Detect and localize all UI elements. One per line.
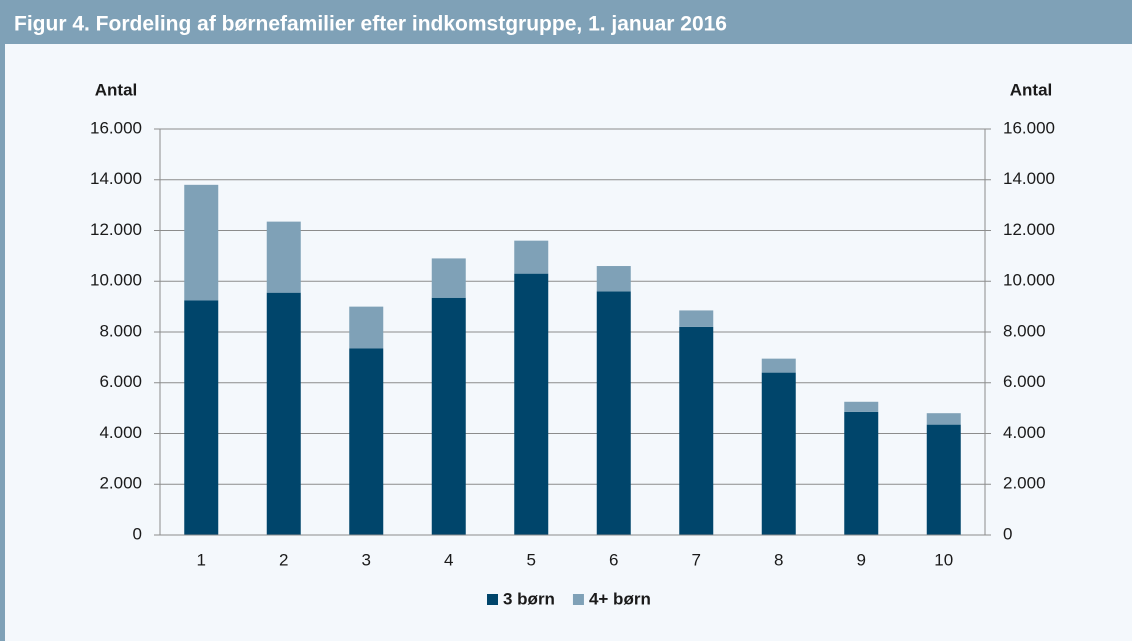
y-tick-label: 4.000 xyxy=(99,423,142,442)
x-tick-label: 3 xyxy=(362,550,371,569)
bar-segment xyxy=(926,413,961,425)
y-axis-label: Antal xyxy=(95,80,138,99)
bar-segment xyxy=(266,292,301,535)
y-tick-label: 12.000 xyxy=(90,220,142,239)
x-tick-label: 9 xyxy=(857,550,866,569)
x-tick-label: 5 xyxy=(527,550,536,569)
bar-segment xyxy=(844,411,879,535)
y2-tick-label: 16.000 xyxy=(1003,118,1055,137)
bar-segment xyxy=(514,273,549,535)
y-tick-label: 14.000 xyxy=(90,169,142,188)
legend-swatch xyxy=(572,594,584,605)
y-tick-label: 6.000 xyxy=(99,372,142,391)
bar-segment xyxy=(761,358,796,373)
bar-segment xyxy=(184,300,219,535)
y-tick-label: 8.000 xyxy=(99,321,142,340)
y-tick-label: 10.000 xyxy=(90,271,142,290)
chart-title: Figur 4. Fordeling af børnefamilier efte… xyxy=(14,13,727,36)
title-banner xyxy=(0,0,1132,44)
bar-segment xyxy=(679,310,714,327)
bar-segment xyxy=(514,240,549,274)
bar-segment xyxy=(184,184,219,301)
y-tick-label: 16.000 xyxy=(90,118,142,137)
bar-segment xyxy=(926,424,961,535)
x-tick-label: 10 xyxy=(934,550,953,569)
bar-segment xyxy=(266,221,301,293)
x-tick-label: 8 xyxy=(774,550,783,569)
bar-segment xyxy=(431,297,466,535)
y2-tick-label: 10.000 xyxy=(1003,271,1055,290)
bar-segment xyxy=(844,401,879,412)
bar-segment xyxy=(679,326,714,535)
x-tick-label: 6 xyxy=(609,550,618,569)
y2-tick-label: 8.000 xyxy=(1003,321,1046,340)
x-tick-label: 4 xyxy=(444,550,453,569)
bar-segment xyxy=(596,266,631,292)
legend-label: 3 børn xyxy=(503,589,555,608)
bar-segment xyxy=(349,348,384,535)
y2-tick-label: 0 xyxy=(1003,524,1012,543)
y2-axis-label: Antal xyxy=(1010,80,1053,99)
y-tick-label: 2.000 xyxy=(99,474,142,493)
left-border xyxy=(0,44,5,641)
y-tick-label: 0 xyxy=(133,524,142,543)
x-tick-label: 2 xyxy=(279,550,288,569)
y2-tick-label: 12.000 xyxy=(1003,220,1055,239)
y2-tick-label: 2.000 xyxy=(1003,474,1046,493)
y2-tick-label: 4.000 xyxy=(1003,423,1046,442)
x-tick-label: 1 xyxy=(197,550,206,569)
y2-tick-label: 6.000 xyxy=(1003,372,1046,391)
x-tick-label: 7 xyxy=(692,550,701,569)
bar-segment xyxy=(349,306,384,349)
legend-label: 4+ børn xyxy=(589,589,651,608)
bar-segment xyxy=(431,258,466,298)
bar-segment xyxy=(596,291,631,535)
legend-swatch xyxy=(487,594,498,605)
bar-segment xyxy=(761,372,796,535)
y2-tick-label: 14.000 xyxy=(1003,169,1055,188)
